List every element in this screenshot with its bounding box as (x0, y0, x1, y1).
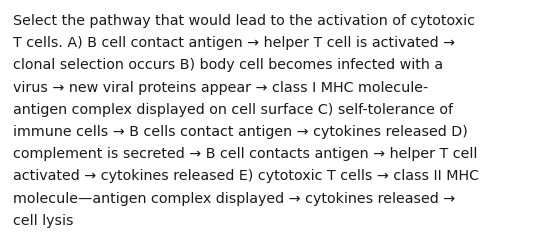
Text: virus → new viral proteins appear → class I MHC molecule-: virus → new viral proteins appear → clas… (13, 80, 428, 94)
Text: molecule—antigen complex displayed → cytokines released →: molecule—antigen complex displayed → cyt… (13, 191, 455, 205)
Text: antigen complex displayed on cell surface C) self-tolerance of: antigen complex displayed on cell surfac… (13, 102, 453, 116)
Text: Select the pathway that would lead to the activation of cytotoxic: Select the pathway that would lead to th… (13, 14, 475, 28)
Text: immune cells → B cells contact antigen → cytokines released D): immune cells → B cells contact antigen →… (13, 124, 468, 138)
Text: clonal selection occurs B) body cell becomes infected with a: clonal selection occurs B) body cell bec… (13, 58, 443, 72)
Text: complement is secreted → B cell contacts antigen → helper T cell: complement is secreted → B cell contacts… (13, 146, 478, 160)
Text: cell lysis: cell lysis (13, 213, 74, 227)
Text: T cells. A) B cell contact antigen → helper T cell is activated →: T cells. A) B cell contact antigen → hel… (13, 36, 455, 50)
Text: activated → cytokines released E) cytotoxic T cells → class II MHC: activated → cytokines released E) cytoto… (13, 169, 479, 183)
